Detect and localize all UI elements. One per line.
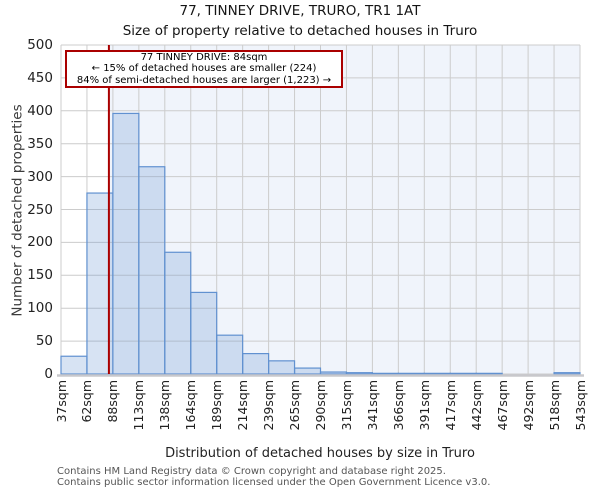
y-tick-label: 0 [44,366,53,382]
y-tick-label: 450 [27,69,53,86]
annotation-smaller-line: ← 15% of detached houses are smaller (22… [91,63,317,75]
y-tick-label: 150 [27,267,53,284]
histogram-bar [319,371,348,375]
x-tick-label: 442sqm [468,380,484,431]
histogram-bar [216,334,244,375]
histogram-bar [190,291,218,375]
x-tick-label: 62sqm [79,380,95,423]
y-tick-label: 500 [27,37,53,53]
x-tick-label: 37sqm [53,380,69,423]
histogram-bar [371,372,399,375]
x-tick-label: 518sqm [546,380,562,431]
x-tick-label: 214sqm [235,380,251,431]
histogram-bar [138,166,166,375]
histogram-bar [164,251,192,375]
x-axis-title: Distribution of detached houses by size … [165,446,475,461]
page-subtitle: Size of property relative to detached ho… [122,23,478,39]
histogram-bar [475,372,503,375]
y-tick-label: 100 [27,300,53,317]
x-tick-label: 88sqm [105,380,121,423]
x-tick-label: 239sqm [261,380,277,431]
footer-attribution-line-1: Contains HM Land Registry data © Crown c… [57,466,446,477]
histogram-bar [345,372,374,375]
x-tick-label: 164sqm [183,380,199,431]
x-tick-label: 189sqm [209,380,225,431]
x-tick-label: 138sqm [157,380,173,431]
x-tick-label: 315sqm [338,380,354,431]
x-tick-label: 467sqm [494,380,510,431]
x-tick-label: 113sqm [131,380,147,431]
y-tick-label: 400 [27,102,53,119]
histogram-bar [112,112,140,375]
x-tick-label: 366sqm [390,380,406,431]
footer-attribution-line-2: Contains public sector information licen… [57,477,491,488]
annotation-box: 77 TINNEY DRIVE: 84sqm ← 15% of detached… [65,50,343,88]
x-tick-label: 290sqm [313,380,328,431]
annotation-property-line: 77 TINNEY DRIVE: 84sqm [140,51,268,63]
x-tick-label: 543sqm [572,380,588,431]
annotation-larger-line: 84% of semi-detached houses are larger (… [76,74,332,86]
x-tick-label: 492sqm [520,380,536,431]
page-title: 77, TINNEY DRIVE, TRURO, TR1 1AT [179,3,421,19]
x-tick-label: 417sqm [442,380,458,431]
x-tick-label: 341sqm [364,380,380,431]
histogram-bar [268,360,296,375]
histogram-bar [293,367,322,375]
histogram-bar [60,355,88,375]
y-tick-label: 200 [27,234,53,251]
histogram-bar [449,372,477,375]
y-tick-label: 250 [27,201,53,218]
y-tick-label: 350 [27,135,53,152]
x-tick-label: 391sqm [416,380,432,431]
histogram-bar [397,372,425,375]
histogram-bar [423,372,451,375]
y-tick-label: 50 [35,333,53,350]
histogram-bar [553,372,581,375]
histogram-bar [242,353,270,375]
x-tick-label: 265sqm [287,380,303,431]
y-tick-label: 300 [27,168,53,185]
